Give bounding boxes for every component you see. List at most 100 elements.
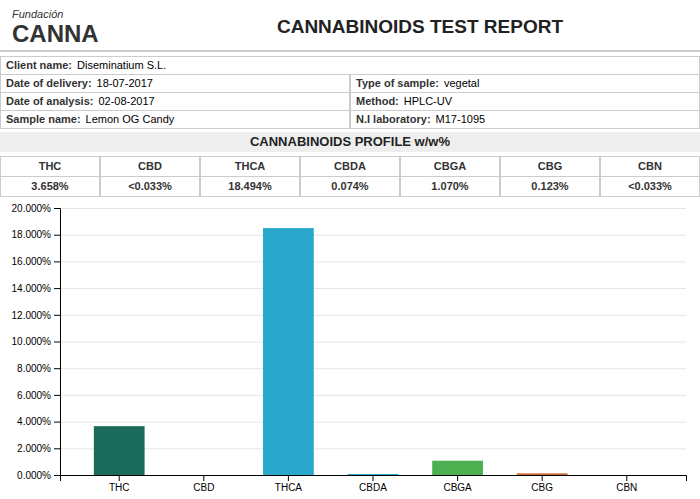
- table-header-cell: [201, 157, 300, 177]
- y-tick-label: 18.000%: [12, 229, 52, 240]
- x-axis-line: [61, 476, 687, 482]
- x-tick: CBD: [193, 475, 214, 493]
- info-cell: [351, 93, 700, 111]
- table-header-cell: [501, 157, 600, 177]
- x-tick-label: CBGA: [443, 482, 472, 493]
- y-tick-mark: [54, 288, 60, 289]
- info-value: 18-07-2017: [97, 77, 153, 89]
- grid-line: [60, 235, 686, 236]
- table-header-cell: [401, 157, 500, 177]
- table-header-cell: [101, 157, 200, 177]
- table-value: <0.033%: [628, 180, 672, 192]
- table-value-cell: [1, 177, 100, 197]
- table-value-cell: [201, 177, 300, 197]
- grid: [60, 209, 686, 476]
- info-rows: Client name:Diseminatium S.L.Date of del…: [1, 57, 700, 129]
- table-value: <0.033%: [128, 180, 172, 192]
- x-tick-mark: [203, 475, 204, 481]
- y-tick-mark: [54, 315, 60, 316]
- x-tick-mark: [288, 475, 289, 481]
- info-cell: [351, 111, 700, 129]
- subtitle: CANNABINOIDS PROFILE w/w%: [250, 134, 451, 149]
- grid-line: [60, 342, 686, 343]
- bars: [94, 228, 568, 475]
- x-tick: CBG: [531, 475, 553, 493]
- title: CANNABINOIDS TEST REPORT: [277, 16, 563, 37]
- info-cell: [1, 93, 350, 111]
- info-label: Date of delivery:: [6, 77, 92, 89]
- grid-line: [60, 448, 686, 449]
- y-tick-mark: [54, 368, 60, 369]
- x-tick-mark: [457, 475, 458, 481]
- table-value: 0.123%: [531, 180, 569, 192]
- table-header: CBG: [538, 160, 562, 172]
- grid-tick: [60, 342, 686, 343]
- x-tick: CBGA: [443, 475, 472, 493]
- y-tick-label: 2.000%: [17, 443, 51, 454]
- table-header: CBGA: [434, 160, 466, 172]
- info-cell: [1, 75, 350, 93]
- grid-line: [60, 315, 686, 316]
- grid-tick: [60, 288, 686, 289]
- grid-tick: [60, 235, 686, 236]
- header-rule: [0, 51, 700, 52]
- subtitle-band: [0, 132, 700, 152]
- table-header: THC: [39, 160, 62, 172]
- info-cell: [1, 57, 700, 75]
- grid-tick: [60, 395, 686, 396]
- table-header: CBN: [638, 160, 662, 172]
- grid-tick: [60, 261, 686, 262]
- x-tick-label: THC: [109, 482, 130, 493]
- info-value: 02-08-2017: [98, 95, 154, 107]
- x-tick-label: THCA: [275, 482, 303, 493]
- table-header: CBDA: [334, 160, 366, 172]
- x-tick-mark: [373, 475, 374, 481]
- y-tick-label: 14.000%: [12, 283, 52, 294]
- x-axis: THCCBDTHCACBDACBGACBGCBN: [61, 475, 687, 493]
- y-tick: 16.000%: [12, 256, 60, 267]
- y-tick-mark: [54, 475, 60, 476]
- table-value-cell: [601, 177, 700, 197]
- info-value: M17-1095: [436, 113, 486, 125]
- y-tick-mark: [54, 261, 60, 262]
- bar: [517, 473, 568, 475]
- y-tick-label: 4.000%: [17, 416, 51, 427]
- y-tick-mark: [54, 395, 60, 396]
- info-value: vegetal: [444, 77, 479, 89]
- bar: [178, 475, 229, 476]
- x-tick-mark: [626, 475, 627, 481]
- table-value: 0.074%: [331, 180, 369, 192]
- logo-bottom: CANNA: [12, 20, 99, 47]
- y-tick: 12.000%: [12, 310, 60, 321]
- y-tick: 0.000%: [17, 470, 60, 481]
- logo-top: Fundación: [12, 8, 63, 20]
- grid-line: [60, 261, 686, 262]
- y-tick-label: 6.000%: [17, 390, 51, 401]
- y-tick-label: 8.000%: [17, 363, 51, 374]
- grid-line: [60, 422, 686, 423]
- y-tick-label: 10.000%: [12, 336, 52, 347]
- table: THCCBDTHCACBDACBGACBGCBN3.658%<0.033%18.…: [1, 157, 700, 197]
- info-value: HPLC-UV: [404, 95, 453, 107]
- x-tick-label: CBD: [193, 482, 214, 493]
- y-tick-label: 12.000%: [12, 310, 52, 321]
- info-label: Method:: [356, 95, 399, 107]
- y-tick-label: 16.000%: [12, 256, 52, 267]
- x-tick-label: CBG: [531, 482, 553, 493]
- bar: [601, 475, 652, 476]
- y-tick: 8.000%: [17, 363, 60, 374]
- chart: 0.000% 2.000% 4.000% 6.000% 8.000% 10.000% 12.…: [12, 203, 687, 493]
- y-tick: 4.000%: [17, 416, 60, 427]
- table-value-cell: [401, 177, 500, 197]
- table-header: THCA: [235, 160, 266, 172]
- grid-line: [60, 368, 686, 369]
- grid-line: [60, 288, 686, 289]
- table-header: CBD: [138, 160, 162, 172]
- table-header-cell: [1, 157, 100, 177]
- table-value: 18.494%: [228, 180, 272, 192]
- x-tick-mark: [119, 475, 120, 481]
- x-tick-mark: [542, 475, 543, 481]
- grid-tick: [60, 422, 686, 423]
- y-tick-mark: [54, 342, 60, 343]
- info-cell: [1, 111, 350, 129]
